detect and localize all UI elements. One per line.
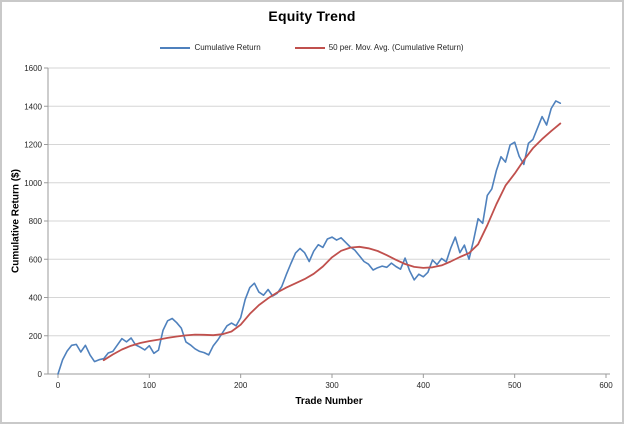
y-tick-label: 1200: [24, 141, 42, 150]
x-tick-label: 200: [234, 381, 248, 390]
legend-label-moving-average: 50 per. Mov. Avg. (Cumulative Return): [328, 43, 464, 52]
x-tick-label: 100: [143, 381, 157, 390]
y-tick-label: 800: [29, 217, 43, 226]
chart-legend: Cumulative Return 50 per. Mov. Avg. (Cum…: [2, 43, 622, 52]
legend-item-moving-average: 50 per. Mov. Avg. (Cumulative Return): [294, 43, 464, 52]
x-tick-label: 600: [599, 381, 613, 390]
y-tick-label: 1600: [24, 64, 42, 73]
x-tick-label: 300: [325, 381, 339, 390]
y-tick-label: 200: [29, 332, 43, 341]
x-tick-label: 400: [417, 381, 431, 390]
y-axis-title: Cumulative Return ($): [10, 169, 22, 273]
chart-title: Equity Trend: [268, 8, 356, 24]
legend-line-swatch-blue: [160, 46, 191, 49]
x-tick-label: 0: [56, 381, 61, 390]
legend-line-swatch-red: [294, 46, 325, 49]
y-tick-label: 400: [29, 294, 43, 303]
legend-label-cumulative-return: Cumulative Return: [194, 43, 261, 52]
y-tick-label: 600: [29, 255, 43, 264]
y-tick-label: 0: [38, 370, 43, 379]
y-tick-label: 1400: [24, 102, 42, 111]
y-tick-label: 1000: [24, 179, 42, 188]
moving-average-line: [102, 122, 562, 362]
legend-item-cumulative-return: Cumulative Return: [160, 43, 261, 52]
cumulative-return-line: [57, 100, 562, 375]
x-tick-label: 500: [508, 381, 522, 390]
x-axis-title: Trade Number: [295, 396, 363, 407]
